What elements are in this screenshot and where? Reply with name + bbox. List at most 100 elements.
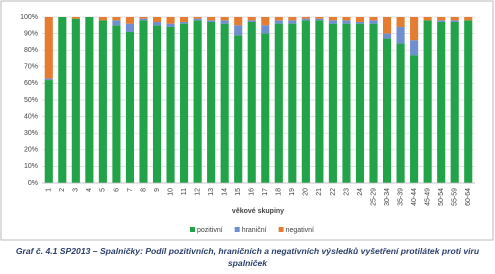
bar-segment <box>355 17 365 22</box>
x-tick-label: 11 <box>181 188 188 195</box>
bar-segment <box>437 17 446 21</box>
bar-segment <box>423 20 432 183</box>
y-tick-label: 10% <box>24 163 38 170</box>
bar-segment <box>180 23 189 183</box>
bar-segment <box>166 23 175 27</box>
bar-segment <box>247 20 256 22</box>
bar-segment <box>382 17 392 34</box>
x-tick-label: 50-54 <box>438 188 445 206</box>
bar-segment <box>450 17 459 21</box>
bar-segment <box>450 21 459 184</box>
bar-segment <box>44 78 53 81</box>
x-tick-label: 18 <box>276 188 283 196</box>
x-tick-label: 14 <box>222 188 229 196</box>
bar-segment <box>301 17 310 19</box>
x-tick-label: 7 <box>127 188 134 192</box>
bar-segment <box>234 17 243 26</box>
bar-segment <box>261 33 270 183</box>
x-tick-label: 22 <box>330 188 337 196</box>
legend-swatch <box>278 227 284 232</box>
bar-segment <box>274 23 283 183</box>
bar-segment <box>369 20 378 24</box>
bar-segment <box>342 17 351 21</box>
x-tick-label: 16 <box>249 188 256 196</box>
bar-segment <box>342 20 351 24</box>
bar-segment <box>328 17 337 21</box>
x-tick-label: 45-49 <box>424 188 431 206</box>
x-tick-label: 23 <box>343 188 350 196</box>
bar-segment <box>207 21 216 184</box>
chart: věkové skupiny 0% 10% 20% 30% 40% 50% 60% 70% 80… <box>0 0 494 241</box>
bar-segment <box>166 26 175 184</box>
bar-segment <box>234 35 243 184</box>
bar-segment <box>220 17 229 21</box>
x-tick-label: 6 <box>113 188 120 192</box>
y-tick-label: 90% <box>24 30 38 37</box>
bar-segment <box>315 17 324 19</box>
bar-segment <box>193 18 202 21</box>
bar-segment <box>355 23 365 183</box>
bar-segment <box>355 21 365 24</box>
y-tick-label: 30% <box>24 130 38 137</box>
bar-segment <box>112 20 121 26</box>
bar-segment <box>261 17 270 26</box>
bar-segment <box>125 17 135 24</box>
x-tick-label: 17 <box>262 188 269 196</box>
bar-segment <box>369 23 378 183</box>
bar-segment <box>315 20 324 183</box>
x-tick-label: 12 <box>194 188 201 196</box>
bar-segment <box>234 25 243 36</box>
x-tick-label: 35-39 <box>397 188 404 206</box>
y-tick-label: 50% <box>24 97 38 104</box>
bar-segment <box>342 23 351 183</box>
bar-segment <box>423 17 432 21</box>
caption: Graf č. 4.1 SP2013 – Spalničky: Podíl po… <box>15 246 480 268</box>
bar-segment <box>98 20 107 183</box>
bar-segment <box>369 17 378 21</box>
bar-segment <box>247 17 256 21</box>
bar-segment <box>152 21 162 26</box>
x-tick-label: 19 <box>289 188 296 196</box>
bar-segment <box>207 20 216 22</box>
bar-segment <box>125 23 135 32</box>
bar-segment <box>193 20 202 183</box>
y-tick-label: 70% <box>24 64 38 71</box>
bar-segment <box>85 17 94 183</box>
y-tick-label: 80% <box>24 47 38 54</box>
bar-segment <box>112 17 121 21</box>
bar-segment <box>288 23 297 183</box>
x-tick-label: 21 <box>316 188 323 196</box>
x-tick-label: 4 <box>86 188 93 192</box>
bar-segment <box>315 18 324 21</box>
bar-segment <box>301 18 310 21</box>
x-tick-label: 3 <box>73 188 80 192</box>
y-tick-label: 100% <box>20 14 38 21</box>
bar-segment <box>139 18 148 21</box>
legend-swatch <box>190 227 195 232</box>
bar-segment <box>152 17 162 22</box>
bar-segment <box>261 25 270 34</box>
bar-segment <box>125 31 135 183</box>
x-tick-label: 55-59 <box>452 188 459 206</box>
x-tick-label: 1 <box>46 188 53 192</box>
bar-segment <box>220 20 229 24</box>
x-tick-label: 5 <box>100 188 107 192</box>
bar-segment <box>328 20 337 24</box>
bar-segment <box>410 40 419 56</box>
legend-label: negativní <box>286 227 314 234</box>
bar-segment <box>450 20 459 22</box>
bar-segment <box>139 20 148 183</box>
bar-segment <box>396 26 405 44</box>
y-tick-label: 40% <box>24 113 38 120</box>
x-tick-label: 60-64 <box>465 188 472 206</box>
x-tick-label: 25-29 <box>370 188 377 206</box>
bar-segment <box>410 17 419 41</box>
x-tick-label: 8 <box>140 188 147 192</box>
bar-segment <box>410 55 419 183</box>
bar-segment <box>180 21 189 24</box>
y-tick-label: 0% <box>28 180 38 187</box>
bar-segment <box>152 25 162 183</box>
x-tick-label: 2 <box>59 188 66 192</box>
x-axis-title: věkové skupiny <box>232 208 284 215</box>
